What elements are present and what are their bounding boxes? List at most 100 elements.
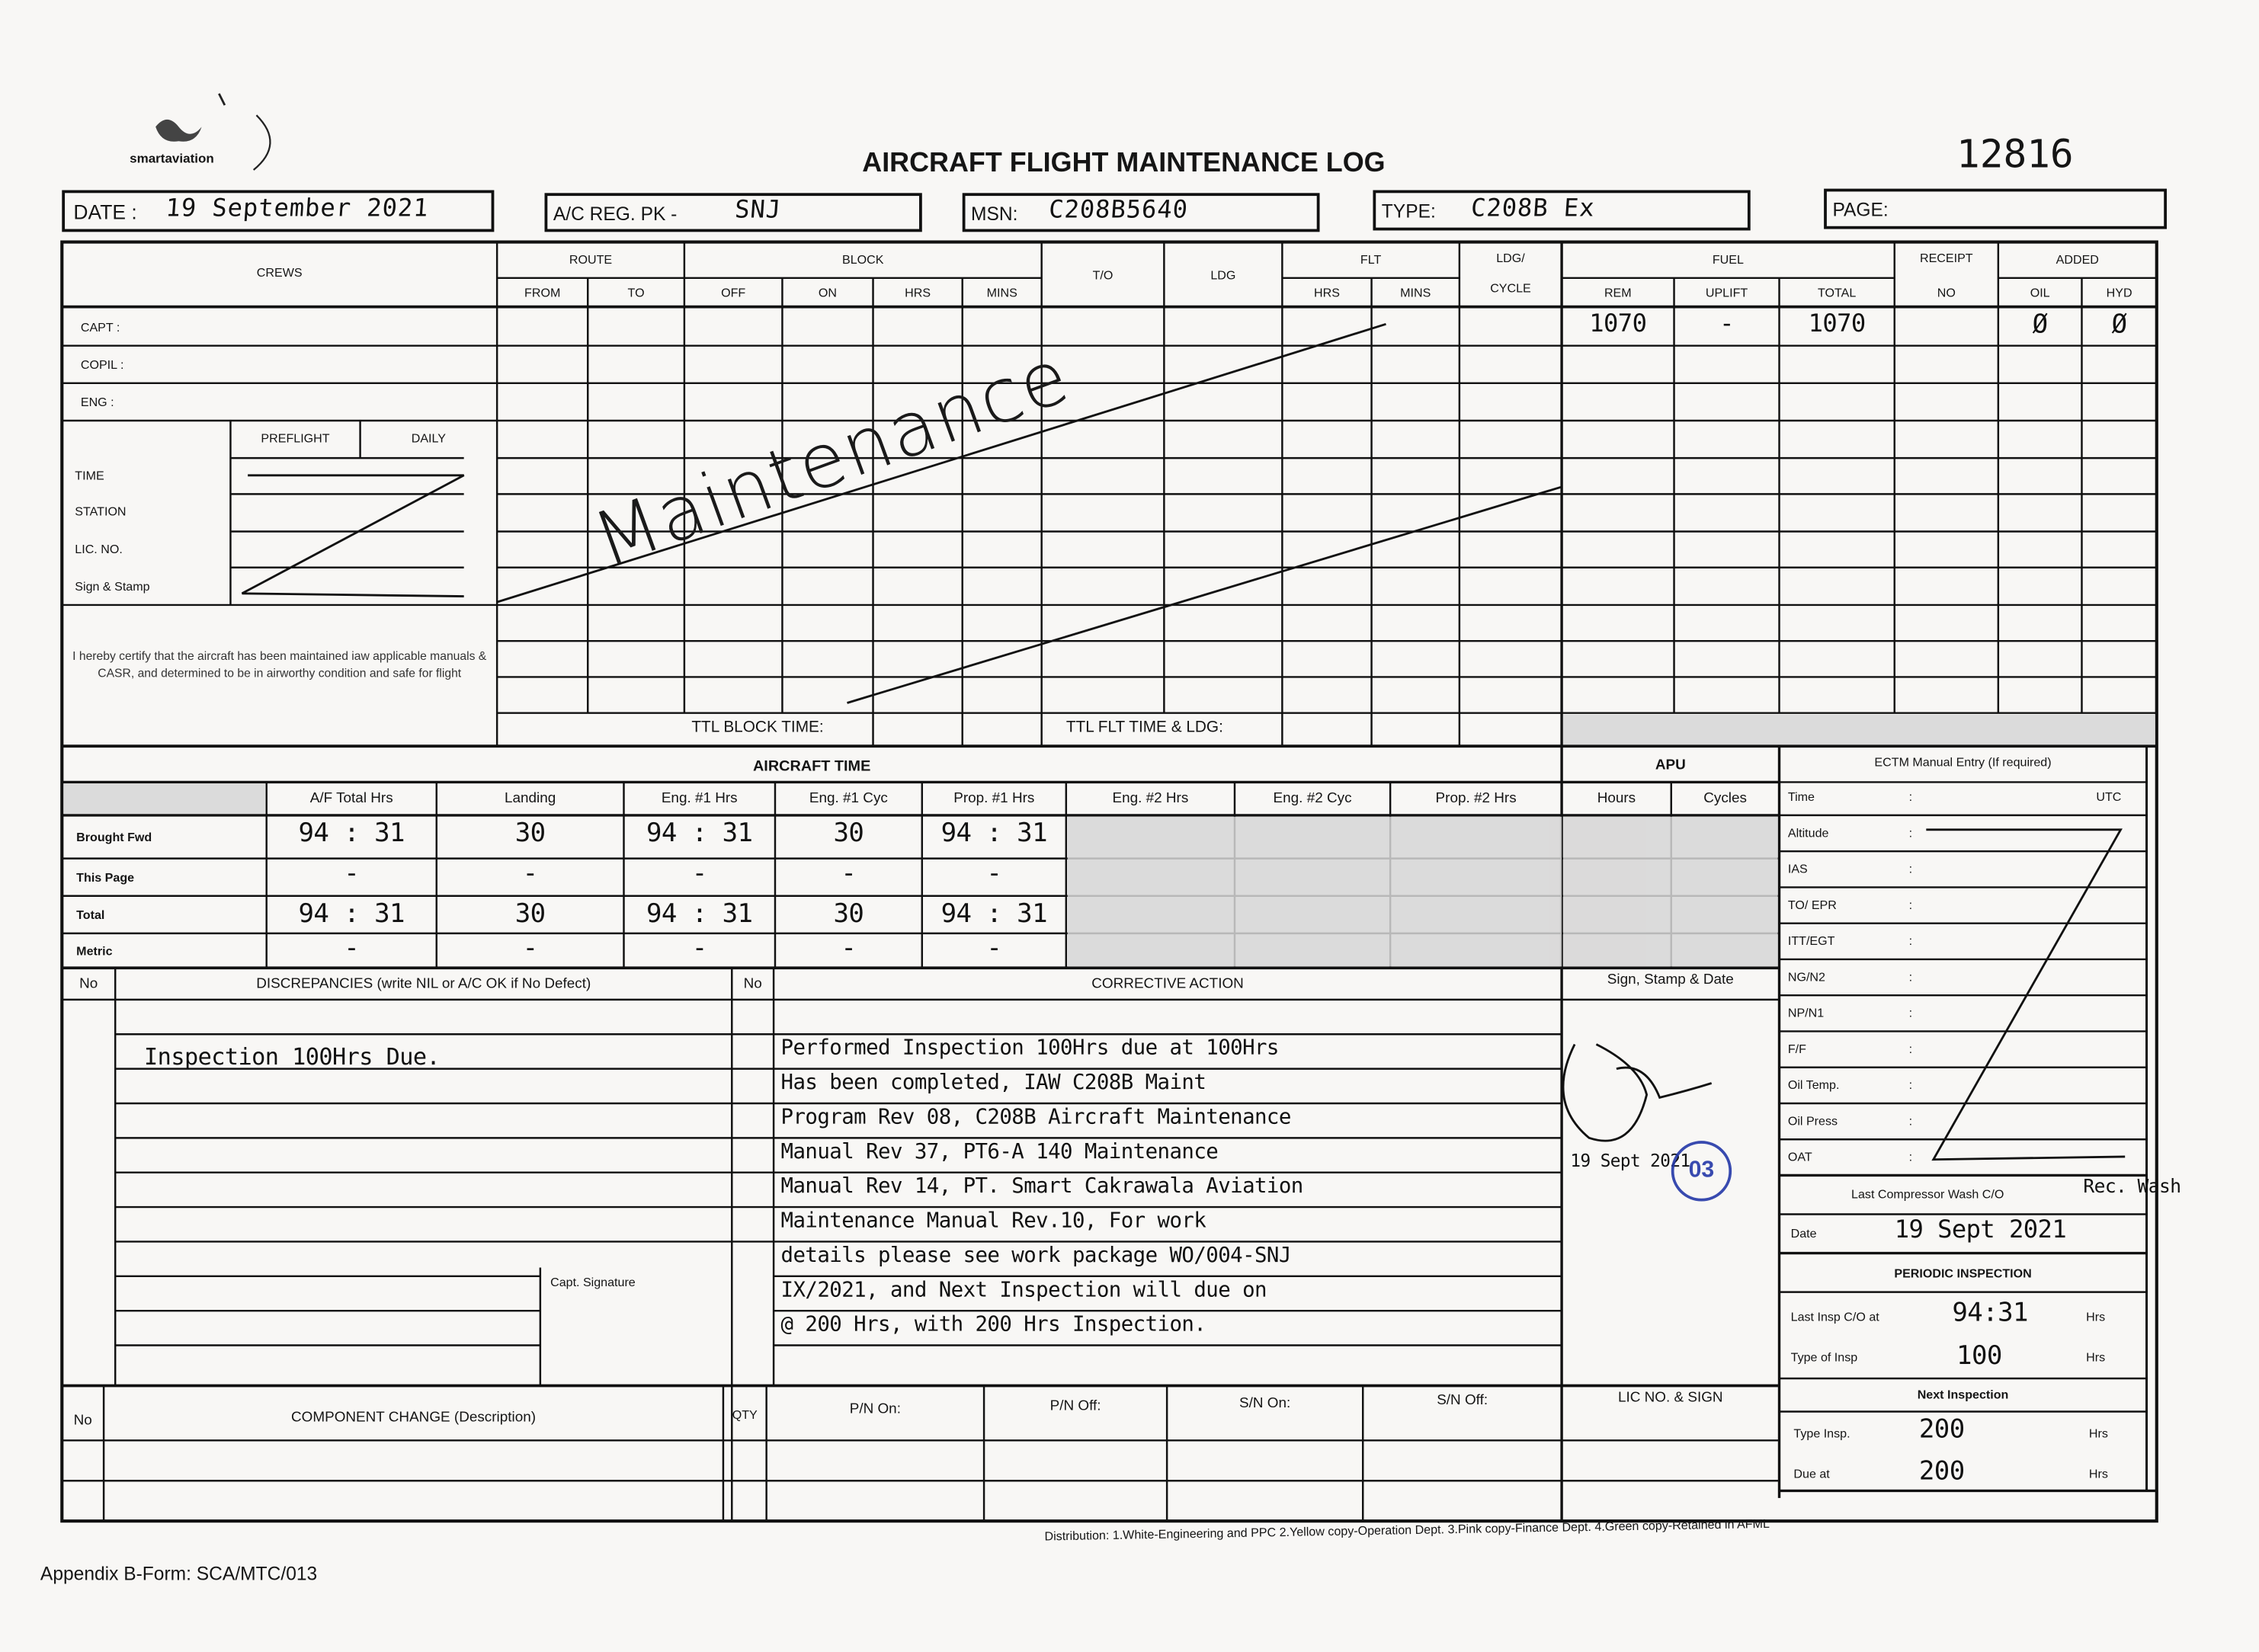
capt-signature-label: Capt. Signature xyxy=(550,1274,636,1289)
ectm-row-unit: UTC xyxy=(2096,789,2122,804)
aircraft-time-value[interactable]: 94 : 31 xyxy=(646,898,753,930)
takeoff-header: T/O xyxy=(1092,267,1113,283)
aircraft-time-value[interactable]: 30 xyxy=(514,818,546,849)
ectm-colon: : xyxy=(1908,933,1913,948)
col-prop1-hrs: Prop. #1 Hrs xyxy=(953,790,1035,807)
flt-mins-header: MINS xyxy=(1400,285,1431,300)
receipt-header: RECEIPT xyxy=(1919,250,1973,265)
aircraft-time-value[interactable]: 30 xyxy=(833,818,864,849)
next-type-value: 200 xyxy=(1918,1414,1965,1445)
aircraft-time-value[interactable]: 94 : 31 xyxy=(646,818,753,849)
apu-title: APU xyxy=(1655,757,1686,774)
ectm-row-label: Time xyxy=(1787,789,1815,804)
aircraft-time-value[interactable]: - xyxy=(986,858,1002,889)
corrective-action-line: IX/2021, and Next Inspection will due on xyxy=(780,1279,1267,1302)
aircraft-time-value[interactable]: - xyxy=(522,858,539,889)
aircraft-time-value[interactable]: - xyxy=(522,933,539,964)
aircraft-time-row-label: Metric xyxy=(76,943,113,959)
type-insp-label: Type of Insp xyxy=(1790,1349,1858,1365)
aircraft-time-value[interactable]: - xyxy=(344,933,360,964)
form-number: 12816 xyxy=(1956,132,2074,178)
hyd-header: HYD xyxy=(2106,285,2132,300)
ldg-cycle-header-1: LDG/ xyxy=(1496,250,1525,265)
fuel-rem-value: 1070 xyxy=(1589,309,1647,339)
next-inspection-title: Next Inspection xyxy=(1917,1387,2009,1402)
landing-header: LDG xyxy=(1210,267,1236,283)
aircraft-time-value[interactable]: 94 : 31 xyxy=(940,818,1048,849)
ectm-title: ECTM Manual Entry (If required) xyxy=(1874,754,2052,770)
due-at-label: Due at xyxy=(1793,1466,1830,1481)
wash-date-label: Date xyxy=(1790,1225,1817,1241)
ectm-row-label: ITT/EGT xyxy=(1787,933,1835,948)
col-eng1-hrs: Eng. #1 Hrs xyxy=(661,790,738,807)
oil-header: OIL xyxy=(2030,285,2050,300)
page-title: AIRCRAFT FLIGHT MAINTENANCE LOG xyxy=(862,148,1386,179)
corrective-action-line: details please see work package WO/004-S… xyxy=(780,1244,1292,1268)
aircraft-time-value[interactable]: - xyxy=(841,933,857,964)
stamp-text: 03 xyxy=(1688,1157,1715,1183)
fuel-total-header: TOTAL xyxy=(1817,285,1857,300)
sign-date: 19 Sept 2021 xyxy=(1570,1151,1690,1171)
flt-header: FLT xyxy=(1360,251,1382,267)
aircraft-time-row-label: Total xyxy=(76,907,105,922)
ectm-colon: : xyxy=(1908,825,1913,840)
aircraft-time-value[interactable]: - xyxy=(986,933,1002,964)
discrepancy-entry: Inspection 100Hrs Due. xyxy=(144,1042,441,1071)
fuel-total-value: 1070 xyxy=(1808,309,1866,339)
aircraft-time-value[interactable]: - xyxy=(841,858,857,889)
corrective-action-line: @ 200 Hrs, with 200 Hrs Inspection. xyxy=(780,1313,1206,1337)
aircraft-time-value[interactable]: - xyxy=(691,933,708,964)
comp-lic-sign-header: LIC NO. & SIGN xyxy=(1617,1390,1723,1406)
corrective-action-line: Manual Rev 37, PT6-A 140 Maintenance xyxy=(780,1141,1219,1164)
receipt-no-header: NO xyxy=(1937,285,1956,300)
aircraft-time-value[interactable]: - xyxy=(344,858,360,889)
daily-header: DAILY xyxy=(411,431,446,446)
corrective-action-line: Maintenance Manual Rev.10, For work xyxy=(780,1209,1206,1234)
to-header: TO xyxy=(627,285,645,300)
ectm-colon: : xyxy=(1908,897,1913,912)
reg-label: A/C REG. PK - xyxy=(553,203,678,225)
date-label: DATE : xyxy=(73,200,137,223)
crews-header: CREWS xyxy=(256,264,303,280)
block-mins-header: MINS xyxy=(986,285,1017,300)
date-field[interactable]: DATE : 19 September 2021 xyxy=(62,190,495,232)
compressor-wash-label: Last Compressor Wash C/O xyxy=(1851,1186,2004,1202)
preflight-header: PREFLIGHT xyxy=(261,431,330,446)
periodic-inspection-title: PERIODIC INSPECTION xyxy=(1894,1266,2032,1281)
apu-hours-header: Hours xyxy=(1597,790,1636,807)
oil-added-value: Ø xyxy=(2032,309,2049,341)
ectm-colon: : xyxy=(1908,1113,1913,1129)
ectm-row-label: OAT xyxy=(1787,1149,1812,1164)
aircraft-time-row-label: Brought Fwd xyxy=(76,829,152,844)
crew-capt-label: CAPT : xyxy=(80,319,120,335)
msn-field[interactable]: MSN: C208B5640 xyxy=(962,193,1320,232)
logo-text: smartaviation xyxy=(130,151,214,166)
ectm-row-label: Oil Press xyxy=(1787,1113,1838,1129)
flt-hrs-header: HRS xyxy=(1313,285,1340,300)
aircraft-registration-field[interactable]: A/C REG. PK - SNJ xyxy=(544,193,922,232)
aircraft-time-value[interactable]: 30 xyxy=(514,898,546,930)
aircraft-time-value[interactable]: 94 : 31 xyxy=(298,818,405,849)
ectm-row-label: Oil Temp. xyxy=(1787,1077,1840,1092)
aircraft-time-value[interactable]: 94 : 31 xyxy=(940,898,1048,930)
on-header: ON xyxy=(818,285,838,300)
aircraft-time-value[interactable]: 94 : 31 xyxy=(298,898,405,930)
page-field[interactable]: PAGE: xyxy=(1824,188,2168,229)
type-field[interactable]: TYPE: C208B Ex xyxy=(1373,190,1751,231)
col-eng1-cyc: Eng. #1 Cyc xyxy=(809,790,888,807)
fuel-uplift-value: - xyxy=(1719,309,1734,339)
ectm-row-label: Altitude xyxy=(1787,825,1829,840)
col-eng2-hrs: Eng. #2 Hrs xyxy=(1112,790,1189,807)
corr-no-header: No xyxy=(743,976,762,993)
apu-cycles-header: Cycles xyxy=(1703,790,1747,807)
last-insp-label: Last Insp C/O at xyxy=(1790,1309,1879,1324)
disc-no-header: No xyxy=(79,976,98,993)
aircraft-time-value[interactable]: 30 xyxy=(833,898,864,930)
crew-copil-label: COPIL : xyxy=(80,357,124,372)
aircraft-time-value[interactable]: - xyxy=(691,858,708,889)
next-type-label: Type Insp. xyxy=(1793,1426,1850,1441)
fuel-uplift-header: UPLIFT xyxy=(1705,285,1748,300)
check-time-label: TIME xyxy=(75,468,104,483)
ectm-row-label: NP/N1 xyxy=(1787,1005,1825,1020)
due-at-value: 200 xyxy=(1918,1456,1965,1487)
